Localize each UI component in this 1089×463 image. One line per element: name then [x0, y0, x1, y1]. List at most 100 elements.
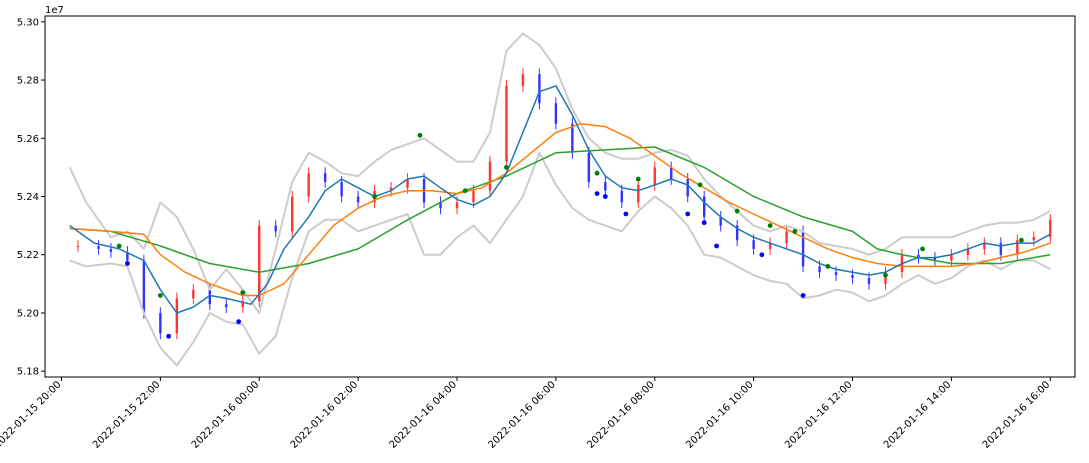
- signal-marker: [792, 229, 798, 234]
- signal-marker: [594, 191, 600, 196]
- candle-body: [620, 190, 623, 203]
- candle-body: [867, 278, 871, 284]
- signal-marker: [697, 182, 703, 188]
- candle-body: [653, 167, 656, 185]
- candle-body: [76, 245, 80, 247]
- candle-body: [785, 231, 788, 244]
- candle-body: [768, 243, 772, 249]
- series-line: [68, 32, 1051, 314]
- candle-body: [1032, 237, 1035, 241]
- signal-marker: [236, 319, 242, 325]
- y-tick-label: 5.22: [17, 250, 39, 261]
- candle-body: [604, 181, 607, 191]
- series-line: [69, 146, 1051, 273]
- y-tick-label: 5.30: [17, 17, 39, 28]
- candle-body: [719, 216, 722, 226]
- candle-body: [917, 254, 920, 258]
- signal-marker: [920, 246, 925, 252]
- y-tick-label: 5.20: [17, 308, 39, 319]
- candle-body: [752, 240, 755, 249]
- candle-body: [818, 266, 821, 273]
- candle-body: [554, 103, 558, 124]
- candle-body: [686, 179, 689, 197]
- candle-body: [356, 196, 360, 203]
- candle-body: [505, 85, 508, 162]
- candle-body: [192, 289, 195, 299]
- x-tick-label: 2022-01-16 16:00: [981, 379, 1053, 451]
- candle-body: [999, 243, 1003, 255]
- signal-marker: [240, 290, 246, 295]
- candle-body: [801, 231, 805, 267]
- signal-marker: [734, 208, 740, 214]
- signal-marker: [372, 194, 377, 199]
- signal-marker: [166, 333, 172, 339]
- signal-marker: [825, 263, 831, 269]
- series-line: [69, 85, 1051, 314]
- candle-body: [735, 225, 739, 241]
- x-tick-label: 2022-01-16 02:00: [289, 379, 361, 451]
- candle-body: [1049, 219, 1052, 238]
- signal-marker: [1019, 237, 1024, 243]
- x-tick-label: 2022-01-16 04:00: [388, 379, 460, 451]
- candle-body: [109, 248, 113, 252]
- candle-body: [983, 243, 986, 249]
- signal-marker: [714, 243, 719, 249]
- candle-body: [208, 289, 211, 305]
- candle-body: [291, 196, 294, 232]
- y-tick-label: 5.26: [17, 134, 39, 145]
- x-tick-label: 2022-01-16 14:00: [882, 379, 954, 451]
- candle-body: [159, 312, 162, 334]
- candle-body: [1016, 240, 1019, 255]
- signal-marker: [685, 211, 691, 217]
- candle-body: [670, 167, 673, 180]
- candle-body: [703, 196, 706, 217]
- candle-body: [225, 304, 228, 308]
- candle-body: [884, 272, 887, 284]
- signal-marker: [125, 261, 130, 266]
- candle-body: [488, 161, 492, 191]
- signal-marker: [800, 293, 806, 298]
- signal-marker: [767, 223, 773, 229]
- signal-marker: [759, 252, 765, 258]
- y-tick-label: 5.28: [17, 76, 39, 87]
- candle-body: [834, 272, 838, 276]
- candle-body: [126, 251, 129, 261]
- signal-marker: [883, 272, 888, 278]
- candle-body: [472, 190, 475, 203]
- x-tick-label: 2022-01-15 22:00: [91, 379, 163, 451]
- candle-body: [175, 298, 179, 334]
- candle-body: [521, 74, 525, 86]
- series-line: [69, 151, 1051, 367]
- signal-marker: [462, 188, 468, 194]
- candle-body: [323, 173, 327, 182]
- signal-marker: [417, 132, 423, 138]
- candle-body: [274, 225, 277, 232]
- candle-body: [587, 152, 591, 182]
- candle-body: [966, 248, 970, 255]
- series-line: [69, 122, 1051, 297]
- signal-marker: [602, 194, 608, 199]
- candle-body: [950, 254, 953, 261]
- signal-marker: [701, 220, 707, 226]
- signal-marker: [635, 176, 641, 182]
- y-axis-offset-label: 1e7: [45, 5, 64, 16]
- x-tick-label: 2022-01-16 10:00: [684, 379, 756, 451]
- x-tick-label: 2022-01-15 20:00: [0, 379, 64, 451]
- signal-marker: [504, 164, 509, 170]
- candle-body: [241, 301, 244, 308]
- candle-body: [933, 257, 937, 261]
- candle-body: [389, 187, 393, 191]
- candle-body: [571, 123, 574, 153]
- candle-body: [258, 225, 261, 302]
- candle-body: [142, 260, 146, 313]
- plot-area: [68, 32, 1052, 367]
- x-tick-label: 2022-01-16 00:00: [190, 379, 262, 451]
- x-tick-label: 2022-01-16 12:00: [783, 379, 855, 451]
- candle-body: [406, 179, 409, 188]
- candle-body: [340, 181, 343, 197]
- candle-body: [455, 202, 459, 209]
- y-tick-label: 5.24: [17, 192, 39, 203]
- signal-marker: [594, 170, 600, 176]
- candle-body: [637, 184, 640, 203]
